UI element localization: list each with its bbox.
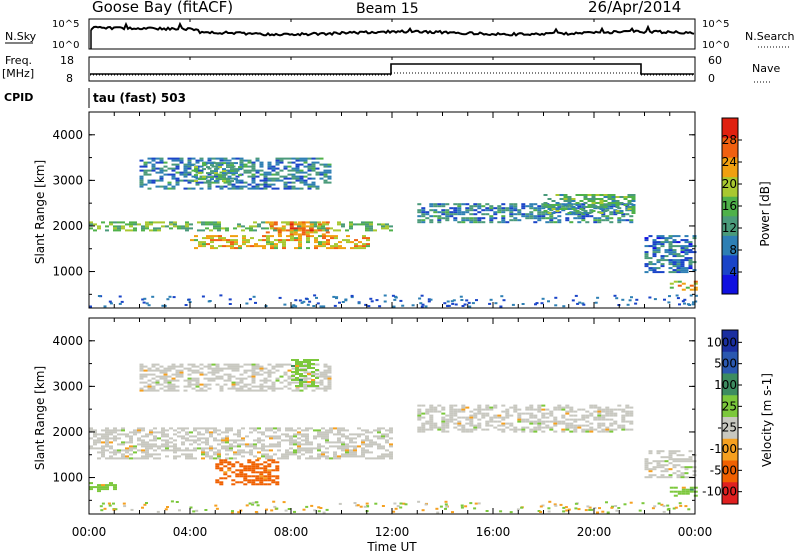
x-tick-label: 08:00 [274,525,309,539]
velocity-colorbar-segment [722,482,738,505]
nsky-trace-line [90,21,695,37]
velocity-colorbar-tick: -25 [717,421,737,435]
x-tick-label: 04:00 [173,525,208,539]
y-tick-label: 3000 [52,379,83,393]
velocity-colorbar-tick: 25 [722,399,737,413]
velocity-ylabel: Slant Range [km] [33,366,47,470]
nave-tick-low: 0 [708,72,715,85]
x-tick-label: 20:00 [577,525,612,539]
velocity-colorbar-tick: -100 [710,442,737,456]
power-echo-band [190,235,370,250]
velocity-colorbar-segment [722,460,738,483]
y-tick-label: 2000 [52,219,83,233]
beam-title: Beam 15 [356,1,419,17]
power-colorbar-tick: 4 [729,265,737,279]
nsearch-label: N.Search [745,30,795,43]
power-colorbar-segment [722,274,738,295]
velocity-colorbar-tick: 500 [714,357,737,371]
y-tick-label: 3000 [52,173,83,187]
x-axis-label: Time UT [366,540,417,554]
power-colorbar-tick: 24 [722,155,737,169]
power-echo-band [139,157,332,190]
power-colorbar-segment [722,215,738,236]
velocity-colorbar-tick: -1000 [702,485,737,499]
velocity-echo-band [89,427,393,460]
y-tick-label: 2000 [52,425,83,439]
power-colorbar-segment [722,196,738,217]
power-echo-band [265,221,330,236]
power-colorbar-segment [722,118,738,139]
freq-label-line1: Freq. [5,54,32,67]
power-echo-band [190,162,242,183]
velocity-echo-band [215,459,280,486]
power-colorbar-segment [722,235,738,256]
velocity-colorbar: 1000 500 100 25 -25 -100 -500 -1000 [702,329,742,505]
velocity-colorbar-label: Velocity [m s-1] [760,373,774,467]
power-colorbar-tick: 16 [722,199,737,213]
power-colorbar-tick: 28 [722,133,737,147]
power-colorbar-segment [722,137,738,158]
velocity-echo-band [89,482,117,493]
freq-panel-frame [88,56,696,82]
power-echo-band [669,280,698,291]
power-colorbar: 28 24 20 16 12 8 4 [721,117,742,295]
freq-label-line2: [MHz] [2,67,34,80]
power-colorbar-tick: 8 [729,243,737,257]
y-tick-label: 1000 [52,471,83,485]
cpid-label: CPID [4,91,33,104]
freq-trace-line [90,63,694,75]
nsearch-tick-low: 10^0 [702,40,729,51]
x-tick-label: 00:00 [72,525,107,539]
velocity-colorbar-segment [722,351,738,374]
velocity-echo-band [291,359,319,387]
velocity-colorbar-segment [722,373,738,396]
near-range-speckle [99,500,691,514]
velocity-plot: 1000 2000 3000 4000 Slant Range [km] [33,317,698,515]
velocity-echo-band [417,404,634,433]
x-tick-label: 00:00 [678,525,713,539]
power-colorbar-tick: 20 [722,177,737,191]
freq-tick-low: 8 [66,72,73,85]
power-ylabel: Slant Range [km] [33,160,47,264]
power-colorbar-segment [722,176,738,197]
velocity-colorbar-segment [722,330,738,353]
velocity-colorbar-segment [722,438,738,461]
near-range-speckle [89,294,698,308]
velocity-colorbar-segment [722,417,738,440]
y-tick-label: 4000 [52,128,83,142]
velocity-colorbar-tick: 100 [714,378,737,392]
power-colorbar-tick: 12 [722,221,737,235]
power-colorbar-segment [722,254,738,275]
power-echo-band [543,194,636,214]
velocity-colorbar-tick: 1000 [706,335,737,349]
nave-tick-high: 60 [708,54,722,67]
velocity-colorbar-tick: -500 [710,463,737,477]
x-tick-label: 12:00 [375,525,410,539]
power-plot: 1000 2000 3000 4000 Slant Range [km] [33,111,698,309]
date-title: 26/Apr/2014 [588,0,681,16]
y-tick-label: 1000 [52,265,83,279]
cpid-value: tau (fast) 503 [93,91,186,105]
nave-label: Nave [752,62,780,75]
freq-tick-high: 18 [60,54,74,67]
nsky-tick-low: 10^0 [52,40,79,51]
power-colorbar-segment [722,157,738,178]
nsky-tick-high: 10^5 [52,19,79,30]
velocity-echo-band [139,363,332,392]
nsky-label: N.Sky [5,30,37,43]
station-title: Goose Bay (fitACF) [92,0,233,16]
power-colorbar-label: Power [dB] [758,181,772,246]
velocity-colorbar-segment [722,395,738,418]
nsearch-tick-high: 10^5 [702,19,729,30]
x-tick-label: 16:00 [476,525,511,539]
velocity-echo-band [669,486,698,497]
y-tick-label: 4000 [52,334,83,348]
